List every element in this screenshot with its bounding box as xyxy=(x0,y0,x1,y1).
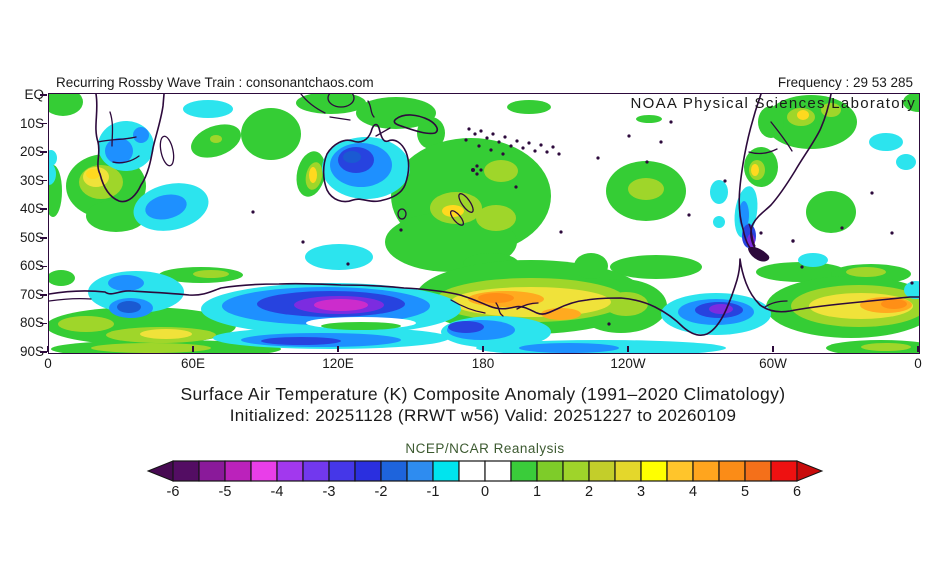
lon-label-0: 0 xyxy=(44,356,52,371)
colorbar-tick-label: -5 xyxy=(218,484,232,500)
contour-gaps xyxy=(306,317,416,330)
lat-tick xyxy=(40,294,47,296)
colorbar-segment xyxy=(614,460,642,482)
lon-label-60w: 60W xyxy=(759,356,787,371)
lat-tick xyxy=(40,208,47,211)
lon-label-180: 180 xyxy=(471,356,495,371)
colorbar-right-arrow xyxy=(796,460,824,482)
colorbar-tick-label: 6 xyxy=(792,484,802,500)
colorbar-segment xyxy=(302,460,330,482)
lat-label-10s: 10S xyxy=(19,115,44,131)
colorbar-tick-label: -1 xyxy=(426,484,440,500)
colorbar-segment xyxy=(458,460,486,482)
lat-label-20s: 20S xyxy=(19,144,44,160)
plot-subtitle: Initialized: 20251128 (RRWT w56) Valid: … xyxy=(229,406,737,425)
frequency-label: Frequency : 29 53 285 xyxy=(777,75,913,90)
colorbar-segment xyxy=(744,460,772,482)
colorbar-segment xyxy=(380,460,408,482)
colorbar-segment xyxy=(276,460,304,482)
colorbar-tick-label: 5 xyxy=(740,484,750,500)
watermark-label: Recurring Rossby Wave Train : consonantc… xyxy=(56,75,374,90)
lon-label-120w: 120W xyxy=(610,356,646,371)
colorbar-segment xyxy=(198,460,226,482)
lon-label-120e: 120E xyxy=(322,356,354,371)
lat-label-70s: 70S xyxy=(19,286,44,302)
lat-label-30s: 30S xyxy=(19,172,44,188)
lat-tick xyxy=(40,237,47,239)
island-dots xyxy=(251,120,914,326)
lon-tick xyxy=(192,346,194,352)
lat-label-90s: 90S xyxy=(19,344,44,360)
colorbar-tick-label: -4 xyxy=(270,484,284,500)
colorbar-segment xyxy=(432,460,460,482)
lon-tick xyxy=(627,346,629,352)
colorbar-tick-label: 2 xyxy=(584,484,594,500)
lon-tick xyxy=(47,346,49,352)
anomaly-map-svg xyxy=(42,88,930,358)
noaa-psl-label: NOAA Physical Sciences Laboratory xyxy=(630,95,916,112)
colorbar xyxy=(140,458,830,484)
colorbar-segment xyxy=(718,460,746,482)
lat-label-80s: 80S xyxy=(19,315,44,331)
colorbar-segment xyxy=(354,460,382,482)
colorbar-segment xyxy=(640,460,668,482)
colorbar-segment xyxy=(562,460,590,482)
colorbar-segment xyxy=(536,460,564,482)
lon-tick xyxy=(482,346,484,352)
map-frame xyxy=(42,88,930,358)
lat-tick xyxy=(40,265,47,268)
coastlines xyxy=(48,88,920,336)
colorbar-svg xyxy=(146,460,824,482)
colorbar-tick-label: 4 xyxy=(688,484,698,500)
colorbar-segment xyxy=(510,460,538,482)
lat-tick xyxy=(40,322,47,325)
colorbar-tick-label: 1 xyxy=(532,484,542,500)
colorbar-tick-label: -2 xyxy=(374,484,388,500)
lon-label-60e: 60E xyxy=(180,356,206,371)
lat-label-eq: EQ xyxy=(24,87,44,102)
colorbar-segment xyxy=(770,460,798,482)
colorbar-segment xyxy=(172,460,200,482)
lat-tick xyxy=(40,94,47,96)
lon-tick xyxy=(917,346,919,352)
colorbar-segment xyxy=(484,460,512,482)
lat-tick xyxy=(40,351,47,353)
colorbar-left-arrow xyxy=(146,460,174,482)
colorbar-tick-label: 0 xyxy=(480,484,490,500)
plot-title: Surface Air Temperature (K) Composite An… xyxy=(180,384,786,404)
lat-tick xyxy=(40,122,47,125)
lat-label-50s: 50S xyxy=(19,229,44,245)
colorbar-segment xyxy=(250,460,278,482)
colorbar-segment xyxy=(666,460,694,482)
colorbar-title: NCEP/NCAR Reanalysis xyxy=(405,441,565,456)
lat-label-40s: 40S xyxy=(19,201,44,217)
negative-anomaly-regions xyxy=(42,100,928,356)
lat-tick xyxy=(40,151,47,153)
colorbar-segment xyxy=(692,460,720,482)
colorbar-segment xyxy=(328,460,356,482)
positive-anomaly-regions xyxy=(43,88,930,358)
lon-tick xyxy=(772,346,774,352)
colorbar-segment xyxy=(406,460,434,482)
colorbar-segment xyxy=(224,460,252,482)
lon-tick xyxy=(337,346,339,352)
colorbar-tick-label: -3 xyxy=(322,484,336,500)
lat-tick xyxy=(40,179,47,182)
colorbar-tick-label: -6 xyxy=(166,484,180,500)
lat-label-60s: 60S xyxy=(19,258,44,274)
lon-label-0: 0 xyxy=(914,356,922,371)
colorbar-tick-label: 3 xyxy=(636,484,646,500)
colorbar-segment xyxy=(588,460,616,482)
